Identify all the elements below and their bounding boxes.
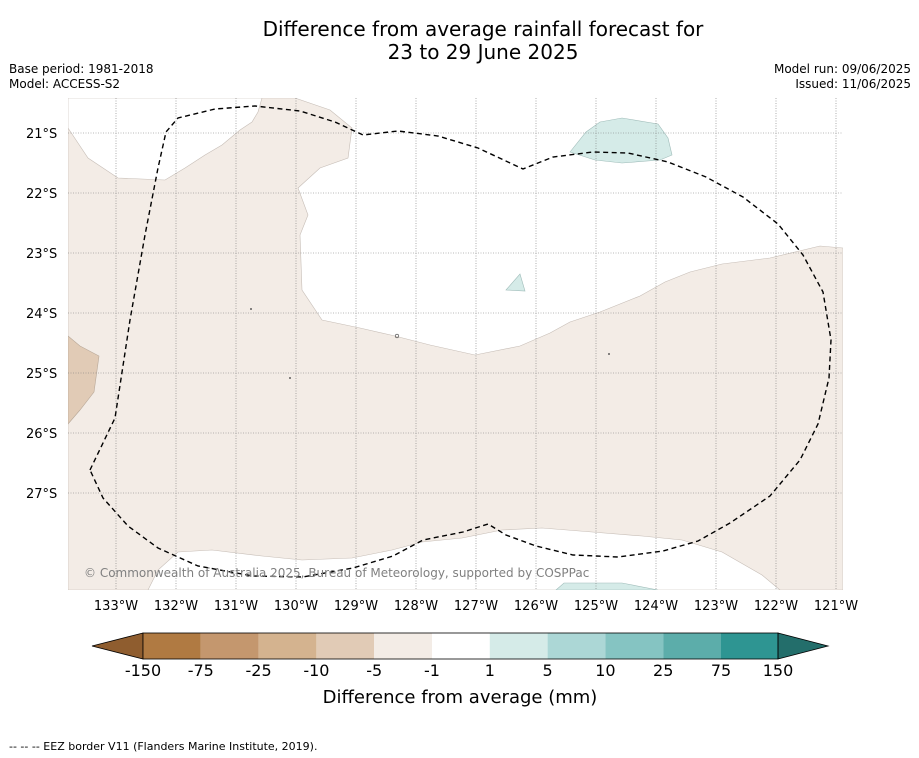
eez-border [89,105,832,578]
grid-lines [68,98,843,590]
colorbar-tick: 1 [485,661,495,680]
colorbar-tick: -25 [246,661,272,680]
lon-label: 125°W [574,599,618,614]
rainfall-deficit-region [68,98,843,590]
colorbar-tick: 10 [595,661,615,680]
wetter-patch-center [505,273,526,292]
colorbar-outline [142,632,779,660]
colorbar-tick: -1 [424,661,440,680]
model-run: Model run: 09/06/2025 [773,62,911,76]
colorbar-segment [374,633,432,659]
lon-label: 129°W [334,599,378,614]
colorbar-segment [143,633,201,659]
near-average-region-bottom [147,527,781,590]
lon-label: 130°W [274,599,318,614]
lon-label: 122°W [754,599,798,614]
lat-label: 22°S [26,187,57,202]
lon-label: 121°W [814,599,858,614]
wetter-patch-north [569,117,673,164]
lat-label: 23°S [26,247,57,262]
lon-label: 124°W [634,599,678,614]
wetter-patch-south [555,582,659,590]
base-period: Base period: 1981-2018 [9,62,154,76]
colorbar-segment [432,633,490,659]
map-area: © Commonwealth of Australia 2025, Bureau… [68,98,843,590]
lon-label: 128°W [394,599,438,614]
lat-label: 27°S [26,487,57,502]
title-line-2: 23 to 29 June 2025 [387,40,579,64]
colorbar-tick: -10 [303,661,329,680]
colorbar-tick: -5 [366,661,382,680]
lon-label: 126°W [514,599,558,614]
title-line-1: Difference from average rainfall forecas… [262,17,704,41]
latitude-labels: 21°S 22°S 23°S 24°S 25°S 26°S 27°S [26,127,57,502]
lon-label: 127°W [454,599,498,614]
lon-label: 133°W [94,599,138,614]
island-marker [250,308,252,310]
colorbar-tick: -75 [188,661,214,680]
model-info: Base period: 1981-2018 Model: ACCESS-S2 [9,62,154,92]
longitude-labels: 133°W 132°W 131°W 130°W 129°W 128°W 127°… [94,599,858,614]
colorbar-segment [605,633,664,659]
issued-date: Issued: 11/06/2025 [795,77,911,91]
colorbar-tick: 25 [653,661,673,680]
colorbar-segment [721,633,778,659]
colorbar-tick: -150 [125,661,161,680]
colorbar-tick: 75 [711,661,731,680]
eez-legend-note: -- -- -- EEZ border V11 (Flanders Marine… [9,740,318,753]
colorbar-tick: 150 [763,661,794,680]
copyright-notice: © Commonwealth of Australia 2025, Bureau… [84,566,589,580]
colorbar-segment [200,633,259,659]
colorbar-tick: 5 [543,661,553,680]
island-marker [608,353,610,355]
colorbar-segment [547,633,606,659]
map-title: Difference from average rainfall forecas… [0,18,919,64]
colorbar-segment [258,633,317,659]
colorbar-segment [663,633,721,659]
lat-label: 26°S [26,427,57,442]
colorbar-segment [316,633,375,659]
lon-label: 132°W [154,599,198,614]
island-marker [394,333,400,339]
run-info: Model run: 09/06/2025 Issued: 11/06/2025 [774,62,911,92]
lat-label: 24°S [26,307,57,322]
moderate-deficit-patch [68,335,100,425]
colorbar-segment [489,633,548,659]
lon-label: 123°W [694,599,738,614]
island-marker [289,377,291,379]
lat-label: 25°S [26,367,57,382]
colorbar-arrow-low [91,632,144,660]
colorbar-arrow-high [777,632,830,660]
lat-label: 21°S [26,127,57,142]
colorbar: -150 -75 -25 -10 -5 -1 1 5 10 25 75 150 … [91,632,830,708]
colorbar-title: Difference from average (mm) [323,687,598,708]
map-figure: © Commonwealth of Australia 2025, Bureau… [26,98,858,708]
lon-label: 131°W [214,599,258,614]
model-name: Model: ACCESS-S2 [9,77,121,91]
